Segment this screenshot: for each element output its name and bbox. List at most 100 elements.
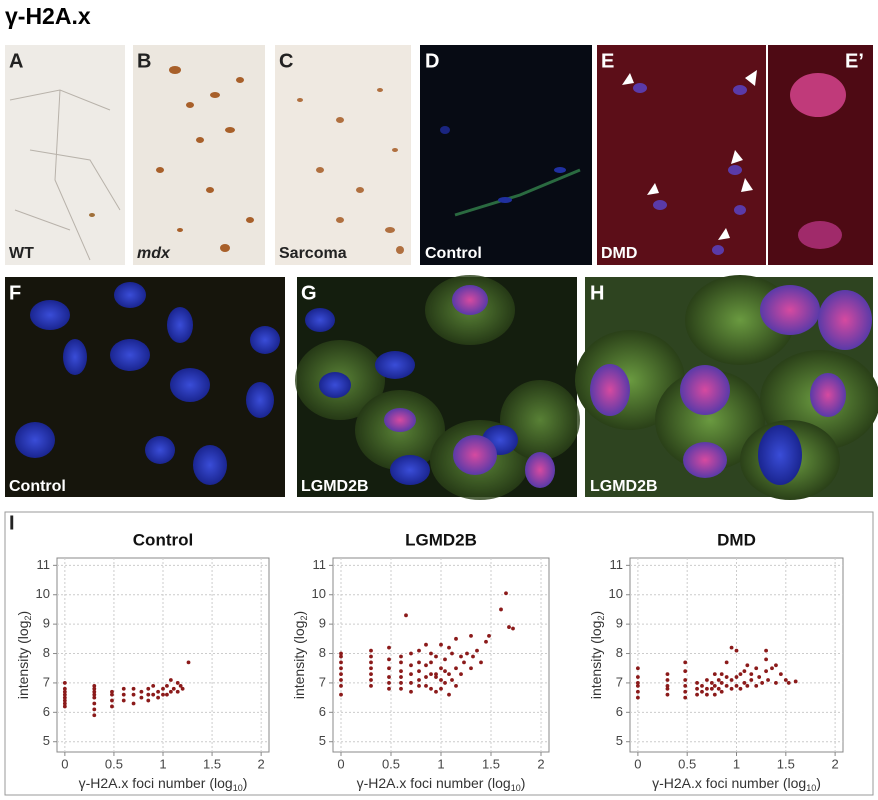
point: [712, 672, 717, 677]
y-axis-label-end: ): [588, 611, 604, 616]
x-axis-label-sub: 10: [511, 783, 521, 793]
point: [729, 686, 734, 691]
point: [764, 657, 768, 662]
panel-caption: Control: [425, 245, 482, 262]
point: [454, 636, 458, 641]
point: [387, 681, 391, 685]
y-tick-label: 8: [319, 645, 326, 660]
y-axis-label-sub: 2: [596, 616, 606, 621]
point: [683, 678, 688, 682]
point: [369, 648, 373, 653]
point: [760, 681, 765, 685]
x-axis-label: γ-H2A.x foci number (log10): [357, 775, 526, 794]
point: [186, 660, 191, 665]
point: [683, 689, 688, 694]
x-tick-label: 0.5: [678, 756, 696, 771]
x-axis-label-sub: 10: [233, 783, 243, 793]
y-tick-label: 11: [37, 557, 51, 572]
point: [424, 675, 428, 679]
point: [450, 651, 454, 656]
x-axis-label: γ-H2A.x foci number (log10): [652, 775, 821, 794]
point: [387, 675, 391, 679]
y-tick-label: 9: [616, 616, 623, 631]
panel-letter: C: [279, 50, 293, 72]
point: [749, 672, 754, 677]
point: [387, 657, 391, 662]
point: [434, 675, 438, 679]
x-axis-label-end: ): [243, 775, 248, 791]
point: [734, 648, 739, 653]
point: [786, 681, 791, 685]
point: [417, 669, 421, 674]
point: [716, 686, 721, 691]
point: [151, 692, 156, 697]
point: [754, 666, 759, 671]
point: [92, 695, 97, 700]
point: [339, 666, 343, 671]
point: [417, 678, 421, 682]
x-tick-label: 0: [337, 756, 344, 771]
scatter-plot: 0 0.5 1 1.5 2 5 6 7 8 9 10 11 Control γ-H2A.x foci nu…: [15, 530, 270, 793]
point: [462, 660, 466, 665]
point: [171, 686, 176, 691]
point: [178, 683, 183, 688]
x-axis-label-text: γ-H2A.x foci number (log: [357, 775, 511, 791]
point: [475, 648, 479, 653]
point: [92, 713, 97, 718]
panel-e-prime: [768, 45, 873, 265]
point: [695, 681, 699, 685]
point: [369, 683, 373, 688]
y-axis-label: intensity (log2): [291, 611, 310, 699]
y-tick-label: 5: [43, 733, 50, 748]
x-tick-label: 1.5: [777, 756, 795, 771]
x-axis-label-text: γ-H2A.x foci number (log: [79, 775, 233, 791]
panel-letter: A: [9, 50, 23, 72]
point: [635, 695, 640, 700]
point: [734, 683, 739, 688]
point: [665, 672, 670, 677]
point: [168, 678, 173, 682]
panel-letter: H: [590, 282, 604, 304]
point: [443, 657, 447, 662]
chart-title: DMD: [717, 530, 756, 549]
point: [339, 651, 343, 656]
point: [161, 686, 165, 691]
panel-e: [597, 45, 766, 265]
point: [635, 683, 640, 688]
point: [778, 672, 783, 677]
point: [454, 683, 458, 688]
y-tick-label: 6: [319, 704, 326, 719]
point: [409, 651, 413, 656]
point: [424, 683, 428, 688]
point: [439, 642, 443, 647]
panel-letter: B: [137, 50, 151, 72]
point: [399, 660, 403, 665]
point: [770, 666, 774, 671]
panel-letter: F: [9, 282, 21, 304]
point: [139, 695, 144, 700]
point: [665, 692, 670, 697]
point: [139, 689, 144, 694]
point: [62, 704, 67, 709]
point: [754, 683, 759, 688]
point: [459, 672, 463, 677]
point: [635, 675, 640, 679]
y-tick-label: 10: [36, 586, 50, 601]
y-axis-label-text: intensity (log: [291, 621, 307, 700]
panel-caption: LGMD2B: [301, 478, 369, 495]
y-tick-label: 9: [319, 616, 326, 631]
figure-title: γ-H2A.x: [5, 3, 91, 29]
point: [429, 651, 433, 656]
point: [705, 678, 709, 682]
point: [92, 686, 97, 691]
point: [719, 672, 724, 677]
point: [783, 678, 788, 682]
panel-f: [5, 277, 285, 497]
y-tick-label: 8: [43, 645, 50, 660]
point: [110, 692, 114, 697]
x-axis-label-end: ): [816, 775, 821, 791]
y-tick-label: 8: [616, 645, 623, 660]
point: [695, 692, 699, 697]
point: [434, 672, 438, 677]
point: [180, 686, 185, 691]
